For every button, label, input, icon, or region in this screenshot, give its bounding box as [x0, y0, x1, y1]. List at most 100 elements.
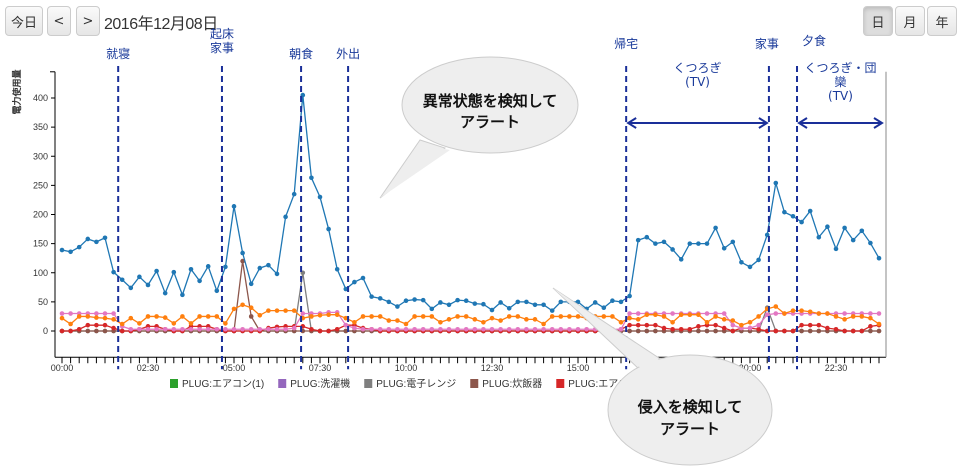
data-point — [489, 307, 495, 313]
data-point — [352, 325, 357, 331]
arrow-head — [797, 117, 808, 129]
data-point — [231, 326, 237, 332]
event-label: 家事 — [755, 36, 779, 51]
data-point — [257, 265, 263, 271]
data-point — [773, 328, 779, 334]
data-point — [257, 312, 263, 318]
data-point — [68, 321, 73, 327]
data-point — [670, 247, 675, 252]
data-point — [807, 328, 813, 334]
data-point — [137, 326, 142, 332]
data-point — [317, 312, 323, 318]
x-tick-label: 12:30 — [481, 363, 504, 373]
data-point — [575, 299, 581, 305]
data-point — [481, 319, 486, 325]
data-point — [377, 326, 383, 332]
x-tick-label: 07:30 — [309, 363, 332, 373]
data-point — [420, 297, 426, 303]
data-point — [876, 321, 882, 327]
view-day-button[interactable]: 日 — [863, 6, 893, 36]
data-point — [412, 314, 417, 319]
data-point — [223, 264, 228, 270]
data-point — [549, 314, 555, 319]
data-point — [68, 249, 73, 255]
data-point — [111, 317, 116, 322]
data-point — [635, 328, 641, 334]
data-point — [68, 311, 73, 316]
data-point — [266, 262, 271, 268]
data-point — [154, 268, 159, 274]
data-point — [274, 271, 280, 277]
data-point — [610, 314, 615, 319]
data-point — [833, 246, 839, 252]
data-point — [111, 269, 116, 275]
data-point — [670, 326, 675, 332]
y-tick-label: 300 — [33, 151, 48, 161]
data-point — [756, 326, 761, 332]
data-point — [59, 247, 65, 253]
data-point — [386, 326, 392, 332]
data-point — [687, 312, 693, 317]
data-point — [231, 204, 237, 209]
data-point — [395, 326, 400, 332]
data-point — [283, 214, 288, 220]
intrusion-callout — [607, 354, 773, 466]
legend-swatch — [364, 379, 373, 388]
data-point — [326, 328, 331, 334]
data-point — [395, 318, 400, 323]
data-point — [653, 312, 658, 317]
data-point — [343, 286, 349, 292]
legend-item: PLUG:エアコン(1) — [182, 379, 264, 390]
data-point — [653, 328, 658, 334]
prev-day-button[interactable]: < — [47, 6, 71, 36]
data-point — [524, 326, 529, 332]
data-point — [721, 245, 727, 251]
data-point — [782, 328, 787, 334]
data-point — [670, 311, 675, 316]
data-point — [816, 311, 822, 316]
data-point — [274, 326, 280, 332]
y-tick-label: 400 — [33, 93, 48, 103]
data-point — [825, 224, 830, 230]
data-point — [438, 300, 443, 305]
data-point — [713, 328, 718, 334]
data-point — [481, 301, 486, 307]
data-point — [850, 328, 856, 334]
data-point — [162, 315, 168, 320]
callout-text: 異常状態を検知して — [423, 92, 558, 110]
data-point — [868, 311, 873, 316]
data-point — [515, 299, 521, 305]
y-tick-label: 200 — [33, 210, 48, 220]
data-point — [429, 306, 435, 312]
data-point — [429, 326, 435, 332]
data-point — [360, 314, 366, 319]
data-point — [231, 306, 237, 312]
view-year-button[interactable]: 年 — [927, 6, 957, 36]
event-label: 就寝 — [106, 46, 130, 61]
view-month-button[interactable]: 月 — [895, 6, 925, 36]
data-point — [515, 314, 521, 319]
x-tick-label: 00:00 — [51, 363, 74, 373]
data-point — [369, 326, 374, 332]
next-day-button[interactable]: > — [76, 6, 100, 36]
today-button[interactable]: 今日 — [5, 6, 43, 36]
data-point — [558, 326, 564, 332]
data-point — [730, 328, 736, 334]
data-point — [162, 290, 168, 296]
data-point — [309, 175, 314, 181]
data-point — [687, 326, 693, 332]
data-point — [102, 315, 108, 321]
data-point — [618, 299, 624, 305]
data-point — [111, 325, 116, 331]
data-point — [549, 326, 555, 332]
data-point — [704, 241, 710, 246]
data-point — [352, 319, 357, 325]
data-point — [472, 326, 478, 332]
data-point — [816, 234, 822, 240]
data-point — [799, 219, 804, 225]
data-point — [515, 326, 521, 332]
data-point — [119, 321, 125, 327]
data-point — [197, 314, 202, 319]
data-point — [137, 321, 142, 326]
data-point — [352, 279, 357, 285]
